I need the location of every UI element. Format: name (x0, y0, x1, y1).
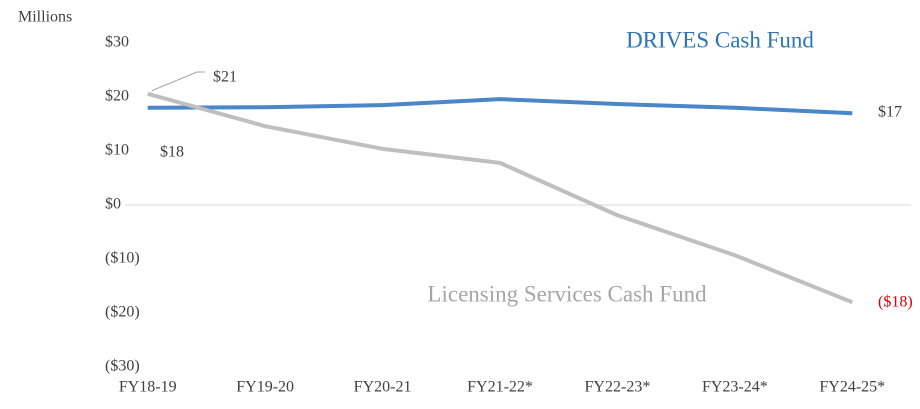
series-line (147, 97, 853, 116)
y-tick-label: $20 (105, 88, 129, 105)
y-tick-label: ($30) (105, 358, 140, 375)
series-name: DRIVES Cash Fund (626, 27, 814, 52)
y-tick-label: ($10) (105, 250, 140, 267)
x-tick-label: FY24-25* (819, 379, 885, 396)
y-axis-label: Millions (18, 9, 72, 26)
x-tick-label: FY22-23* (585, 379, 651, 396)
y-tick-label: $30 (105, 34, 129, 51)
series-name: Licensing Services Cash Fund (427, 281, 707, 306)
y-tick-label: $0 (105, 196, 121, 213)
x-tick-label: FY18-19 (119, 379, 177, 396)
data-label: $18 (160, 144, 184, 161)
y-tick-label: ($20) (105, 304, 140, 321)
series-line (147, 91, 854, 305)
data-label: $17 (878, 104, 902, 121)
y-tick-label: $10 (105, 142, 129, 159)
x-tick-label: FY20-21 (354, 379, 412, 396)
x-tick-label: FY23-24* (702, 379, 768, 396)
x-tick-label: FY19-20 (236, 379, 294, 396)
data-label: $21 (213, 69, 237, 86)
label-leader (151, 71, 205, 92)
x-tick-label: FY21-22* (467, 379, 533, 396)
data-label: ($18) (878, 294, 913, 311)
